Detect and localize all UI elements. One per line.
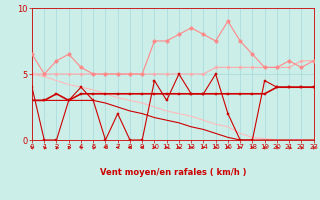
- X-axis label: Vent moyen/en rafales ( km/h ): Vent moyen/en rafales ( km/h ): [100, 168, 246, 177]
